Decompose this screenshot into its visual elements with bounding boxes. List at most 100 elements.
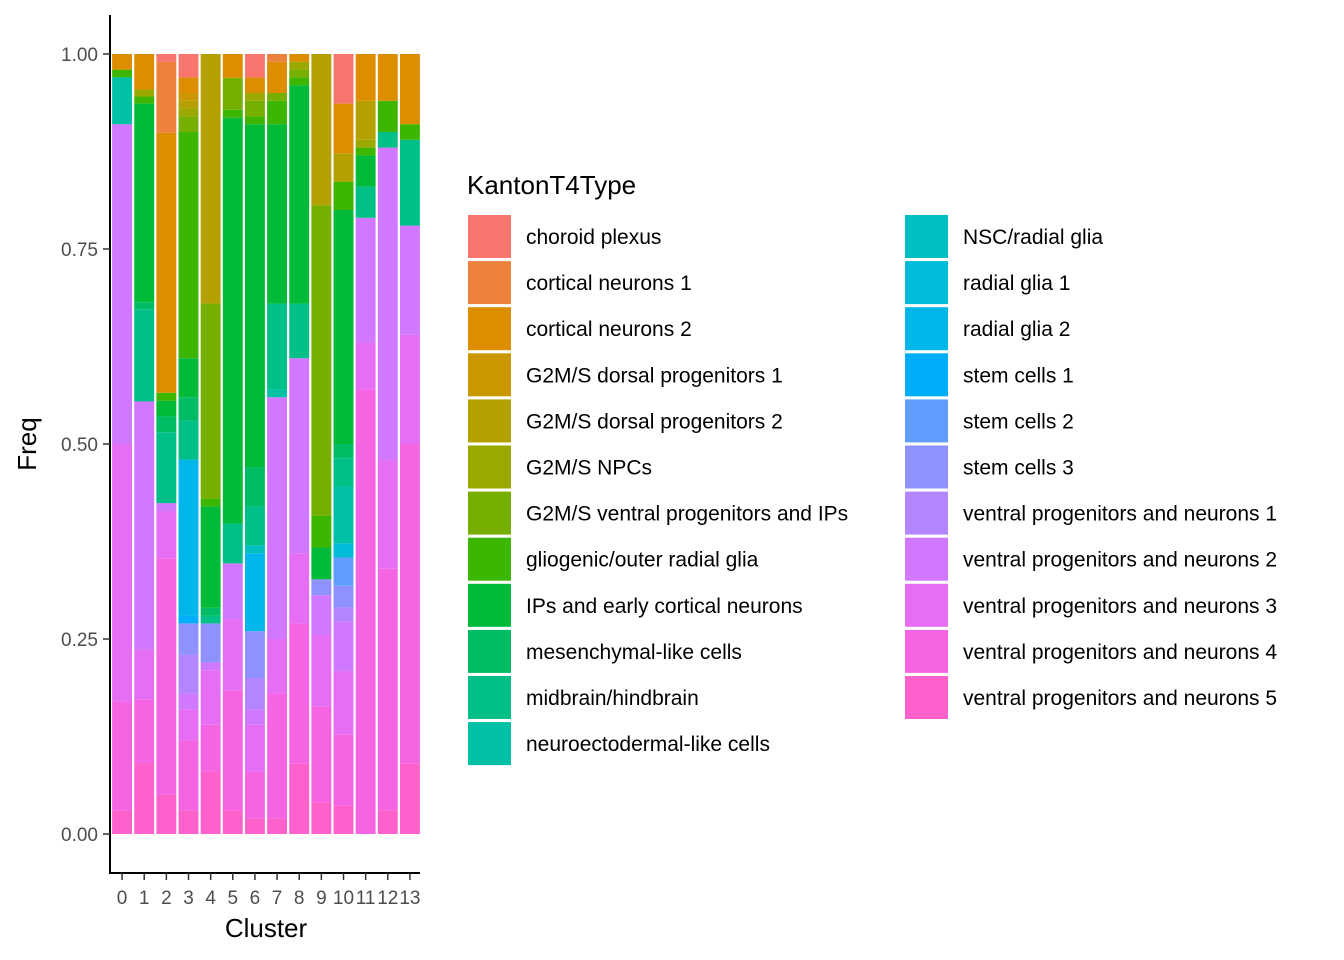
bar-segment xyxy=(178,740,199,811)
bar-segment xyxy=(200,498,221,507)
bars-layer xyxy=(112,54,420,834)
bar-segment xyxy=(244,467,265,507)
bar-segment xyxy=(134,763,155,834)
bar-segment xyxy=(289,553,310,624)
x-axis-title: Cluster xyxy=(225,913,308,943)
bar-segment xyxy=(156,392,177,401)
legend-label: stem cells 2 xyxy=(963,410,1074,433)
bar-segment xyxy=(311,595,332,636)
bar-segment xyxy=(267,693,288,819)
x-tick-label: 2 xyxy=(161,888,172,909)
bar-segment xyxy=(377,100,398,132)
legend-label: ventral progenitors and neurons 3 xyxy=(963,595,1277,618)
bar-segment xyxy=(178,132,199,359)
bar-segment xyxy=(333,153,354,182)
bar-segment xyxy=(289,61,310,70)
legend-key xyxy=(905,629,948,673)
legend-label: G2M/S dorsal progenitors 1 xyxy=(526,364,783,387)
bar-segment xyxy=(178,93,199,101)
bar-segment xyxy=(311,515,332,548)
bar-segment xyxy=(156,794,177,834)
legend-key xyxy=(468,491,511,535)
bar-segment xyxy=(178,654,199,694)
bar-segment xyxy=(289,623,310,764)
legend-key xyxy=(468,353,511,397)
bar-segment xyxy=(222,690,243,811)
bar-segment xyxy=(333,557,354,586)
legend-key xyxy=(905,215,948,258)
legend-label: NSC/radial glia xyxy=(963,226,1103,249)
bar-segment xyxy=(156,54,177,62)
legend-key xyxy=(468,399,511,443)
bar-segment xyxy=(244,93,265,101)
bar-segment xyxy=(244,709,265,725)
bar-segment xyxy=(377,147,398,460)
bar-segment xyxy=(333,181,354,210)
bar-segment xyxy=(134,699,155,764)
legend-key xyxy=(905,445,948,489)
bar-segment xyxy=(134,96,155,104)
bar-segment xyxy=(333,607,354,622)
legend-key xyxy=(468,722,511,766)
bar-segment xyxy=(355,155,376,187)
bar-segment xyxy=(222,523,243,564)
bar-segment xyxy=(178,810,199,834)
legend-key xyxy=(468,307,511,351)
bar-segment xyxy=(289,69,310,78)
bar-segment xyxy=(355,139,376,148)
bar-segment xyxy=(178,77,199,93)
legend-label: stem cells 1 xyxy=(963,364,1074,387)
x-tick-label: 11 xyxy=(356,888,376,909)
bar-segment xyxy=(112,69,133,78)
x-tick-label: 7 xyxy=(272,888,283,909)
y-tick-label: 1.00 xyxy=(61,45,98,66)
bar-segment xyxy=(399,334,420,444)
x-tick-label: 6 xyxy=(250,888,261,909)
bar-segment xyxy=(333,103,354,154)
legend-key xyxy=(905,261,948,305)
bar-segment xyxy=(134,649,155,700)
bar-segment xyxy=(156,132,177,393)
y-tick-label: 0.75 xyxy=(61,240,98,261)
bar-segment xyxy=(178,459,199,616)
bar-segment xyxy=(355,389,376,834)
bar-segment xyxy=(289,303,310,359)
bar-segment xyxy=(244,506,265,546)
bar-segment xyxy=(267,303,288,390)
bar-segment xyxy=(200,303,221,499)
legend-key xyxy=(905,583,948,627)
x-tick-label: 13 xyxy=(399,888,420,909)
bar-segment xyxy=(134,401,155,650)
legend-label: cortical neurons 1 xyxy=(526,272,692,295)
bar-segment xyxy=(178,615,199,624)
bar-segment xyxy=(399,763,420,834)
legend-key xyxy=(905,353,948,397)
bar-segment xyxy=(244,553,265,632)
legend-title: KantonT4Type xyxy=(467,170,636,200)
legend-label: neuroectodermal-like cells xyxy=(526,733,770,756)
legend-label: ventral progenitors and neurons 2 xyxy=(963,549,1277,572)
bar-segment xyxy=(178,709,199,741)
bar-segment xyxy=(156,510,177,559)
bar-segment xyxy=(244,100,265,117)
bar-segment xyxy=(178,397,199,421)
bar-segment xyxy=(178,116,199,132)
bar-segment xyxy=(267,54,288,62)
x-tick-label: 8 xyxy=(294,888,305,909)
legend-label: gliogenic/outer radial glia xyxy=(526,549,759,572)
bar-segment xyxy=(134,302,155,310)
bar-segment xyxy=(156,432,177,504)
bar-segment xyxy=(200,54,221,304)
bar-segment xyxy=(355,217,376,343)
bar-segment xyxy=(333,670,354,735)
legend-key xyxy=(468,445,511,489)
x-tick-label: 12 xyxy=(377,888,398,909)
bar-segment xyxy=(222,117,243,524)
bar-segment xyxy=(244,678,265,710)
bar-segment xyxy=(377,568,398,811)
legend-key xyxy=(468,261,511,305)
bar-segment xyxy=(289,358,310,554)
bar-segment xyxy=(134,54,155,90)
legend-key xyxy=(468,537,511,581)
bar-segment xyxy=(244,54,265,78)
